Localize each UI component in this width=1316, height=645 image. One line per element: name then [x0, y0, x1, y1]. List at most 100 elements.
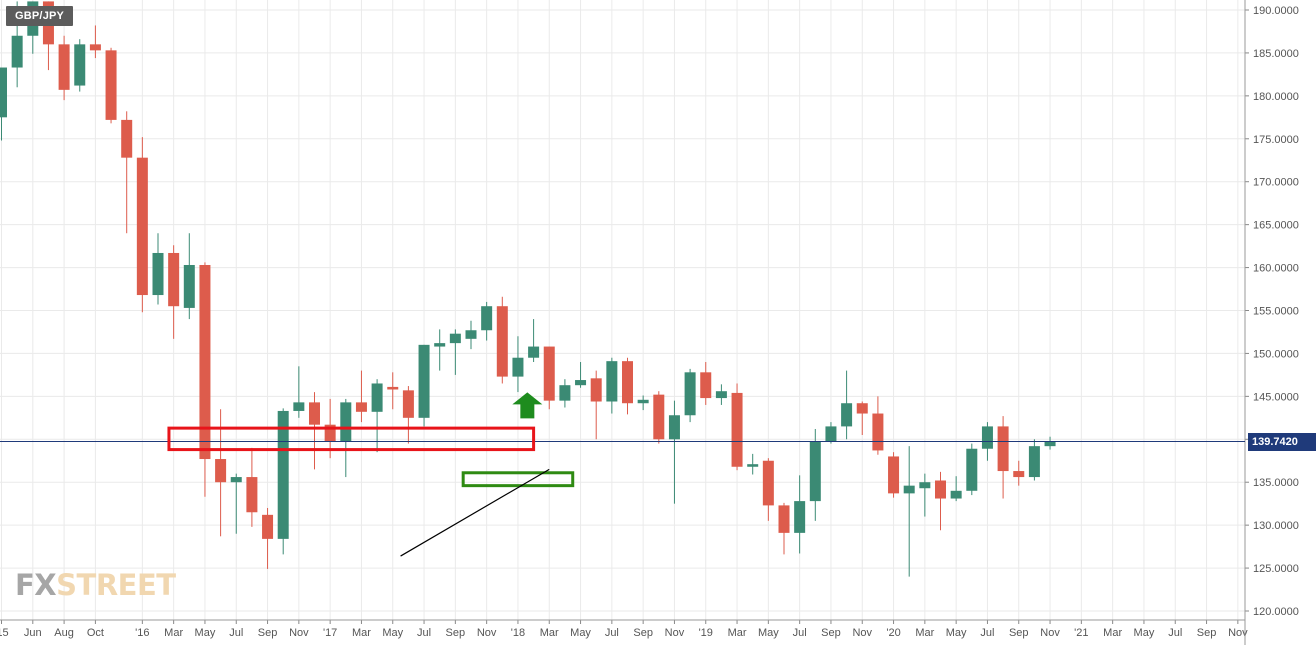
candle-body	[700, 372, 712, 399]
candle-body	[684, 372, 696, 416]
x-tick-label: Sep	[446, 627, 466, 639]
x-tick-label: Sep	[821, 627, 841, 639]
x-tick-label: '20	[886, 627, 900, 639]
candle-body	[559, 385, 571, 401]
bullish-arrow-icon	[512, 392, 543, 419]
candle-body	[277, 410, 289, 539]
y-tick-label: 185.0000	[1253, 48, 1299, 60]
x-tick-label: Jul	[229, 627, 243, 639]
x-tick-label: '18	[511, 627, 525, 639]
candle-body	[136, 157, 148, 296]
last-price-label: 139.7420	[1248, 433, 1316, 451]
x-tick-label: May	[195, 627, 216, 639]
candle-body	[872, 413, 884, 451]
candle-body	[622, 361, 633, 404]
x-tick-label: May	[758, 627, 779, 639]
x-tick-label: Mar	[352, 627, 371, 639]
x-tick-label: Jul	[417, 627, 431, 639]
candle-body	[246, 477, 258, 513]
candle-body	[355, 402, 367, 412]
x-tick-label: Jul	[1168, 627, 1182, 639]
candle-body	[340, 402, 352, 442]
x-tick-label: May	[946, 627, 967, 639]
x-tick-label: Jul	[605, 627, 619, 639]
candle-body	[747, 464, 759, 467]
x-tick-label: Oct	[87, 627, 104, 639]
candle-body	[1044, 441, 1056, 447]
candle-body	[496, 306, 508, 377]
y-tick-label: 155.0000	[1253, 306, 1299, 318]
candle-body	[778, 505, 790, 533]
x-tick-label: Jul	[793, 627, 807, 639]
x-tick-label: May	[570, 627, 591, 639]
candle-body	[888, 456, 900, 494]
x-tick-label: Aug	[54, 627, 74, 639]
x-tick-label: '21	[1074, 627, 1088, 639]
y-tick-label: 175.0000	[1253, 134, 1299, 146]
y-tick-label: 120.0000	[1253, 606, 1299, 618]
candle-body	[309, 402, 320, 425]
x-tick-label: '16	[135, 627, 149, 639]
candle-body	[981, 426, 993, 449]
x-tick-label: Sep	[633, 627, 653, 639]
x-tick-label: Nov	[289, 627, 309, 639]
candle-body	[74, 44, 86, 86]
candle-body	[230, 477, 242, 483]
x-tick-label: Sep	[1009, 627, 1029, 639]
candle-body	[434, 343, 446, 347]
y-tick-label: 160.0000	[1253, 263, 1299, 275]
x-tick-label: '15	[0, 627, 9, 639]
candle-body	[121, 119, 133, 158]
candle-body	[262, 514, 274, 539]
candle-body	[637, 399, 649, 404]
logo-fx: FX	[15, 568, 57, 602]
candle-body	[215, 459, 227, 483]
x-tick-label: Jun	[24, 627, 42, 639]
x-tick-label: Nov	[665, 627, 685, 639]
x-tick-label: '17	[323, 627, 337, 639]
candle-body	[935, 480, 946, 499]
y-tick-label: 165.0000	[1253, 220, 1299, 232]
candle-body	[199, 264, 211, 460]
x-tick-label: Mar	[540, 627, 559, 639]
candle-body	[997, 426, 1009, 472]
x-tick-label: Mar	[728, 627, 747, 639]
candles-group	[0, 1, 1245, 577]
y-tick-label: 130.0000	[1253, 520, 1299, 532]
candle-body	[575, 380, 587, 386]
candle-body	[11, 35, 23, 68]
candle-body	[919, 482, 931, 489]
logo-street: STREET	[56, 568, 176, 602]
x-tick-label: Jul	[980, 627, 994, 639]
symbol-label: GBP/JPY	[6, 6, 74, 26]
candle-body	[841, 403, 853, 427]
resistance-zone-box	[167, 426, 536, 452]
x-tick-label: Mar	[164, 627, 183, 639]
y-tick-label: 125.0000	[1253, 563, 1299, 575]
candle-body	[324, 424, 336, 442]
x-tick-label: Nov	[852, 627, 872, 639]
y-tick-label: 190.0000	[1253, 5, 1299, 17]
x-tick-label: Nov	[1040, 627, 1060, 639]
support-zone-box	[461, 471, 575, 488]
candle-body	[825, 426, 837, 442]
candle-body	[590, 378, 602, 402]
candle-body	[606, 361, 618, 402]
candle-body	[387, 386, 399, 390]
support-trendline	[400, 468, 550, 557]
candle-body	[481, 306, 493, 331]
candle-body	[58, 44, 70, 90]
x-tick-label: Sep	[258, 627, 278, 639]
candle-body	[715, 391, 727, 399]
candle-body	[418, 344, 430, 418]
candle-body	[371, 383, 383, 412]
candle-body	[449, 333, 461, 344]
fxstreet-logo: FXSTREET	[15, 568, 176, 602]
candle-body	[950, 490, 962, 499]
candle-body	[89, 44, 101, 51]
candle-body	[966, 448, 978, 491]
candle-body	[465, 330, 477, 339]
candle-body	[794, 501, 806, 533]
